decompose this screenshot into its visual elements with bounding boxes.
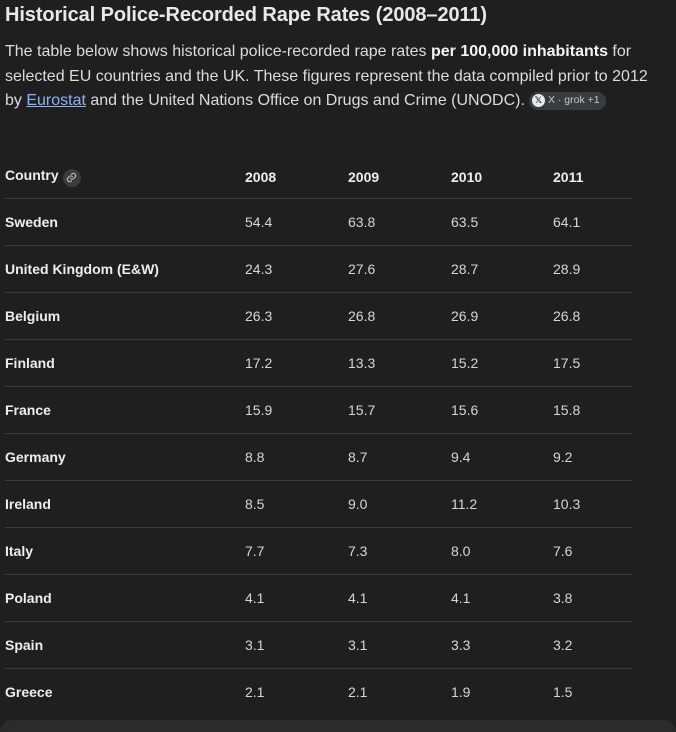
value-cell-2010: 3.3: [451, 621, 553, 669]
table-row: Germany 8.8 8.7 9.4 9.2: [5, 433, 632, 481]
table-row: Italy 7.7 7.3 8.0 7.6: [5, 527, 632, 575]
value-cell-2009: 4.1: [348, 574, 451, 622]
value-cell-2010: 15.2: [451, 339, 553, 387]
value-cell-2010: 9.4: [451, 433, 553, 481]
value-cell-2009: 9.0: [348, 480, 451, 528]
table-row: Greece 2.1 2.1 1.9 1.5: [5, 669, 632, 716]
header-country-label: Country: [5, 167, 59, 184]
x-logo-icon: 𝕏: [531, 94, 545, 107]
value-cell-2009: 63.8: [348, 198, 451, 246]
value-cell-2009: 3.1: [348, 621, 451, 669]
country-cell: Poland: [5, 574, 245, 622]
country-cell: United Kingdom (E&W): [5, 245, 245, 293]
value-cell-2011: 3.8: [553, 574, 632, 622]
value-cell-2009: 26.8: [348, 292, 451, 340]
intro-text-2: for selected EU countries and the UK. Th…: [5, 43, 648, 109]
value-cell-2011: 7.6: [553, 527, 632, 575]
value-cell-2008: 4.1: [245, 574, 348, 622]
table-row: Poland 4.1 4.1 4.1 3.8: [5, 574, 632, 622]
intro-text-3: and the United Nations Office on Drugs a…: [85, 92, 525, 109]
table-header-row: Country 2008 2009 2010 2011: [5, 156, 632, 199]
table-row: Belgium 26.3 26.8 26.9 26.8: [5, 292, 632, 340]
value-cell-2011: 26.8: [553, 292, 632, 340]
value-cell-2010: 11.2: [451, 480, 553, 528]
value-cell-2010: 4.1: [451, 574, 553, 622]
eurostat-link[interactable]: Eurostat: [26, 92, 86, 109]
intro-text-1: The table below shows historical police-…: [5, 43, 431, 60]
value-cell-2008: 15.9: [245, 386, 348, 434]
value-cell-2010: 15.6: [451, 386, 553, 434]
table-row: United Kingdom (E&W) 24.3 27.6 28.7 28.9: [5, 245, 632, 293]
value-cell-2008: 26.3: [245, 292, 348, 340]
value-cell-2011: 15.8: [553, 386, 632, 434]
value-cell-2011: 3.2: [553, 621, 632, 669]
value-cell-2011: 10.3: [553, 480, 632, 528]
data-table: Country 2008 2009 2010 2011 Sweden 54.4 63…: [5, 156, 632, 715]
value-cell-2009: 27.6: [348, 245, 451, 293]
country-cell: France: [5, 386, 245, 434]
country-cell: Sweden: [5, 198, 245, 246]
value-cell-2008: 8.8: [245, 433, 348, 481]
value-cell-2008: 2.1: [245, 684, 265, 700]
value-cell-2009: 2.1: [348, 684, 368, 700]
value-cell-2008: 24.3: [245, 245, 348, 293]
page-title: Historical Police-Recorded Rape Rates (2…: [5, 4, 487, 26]
value-cell-2010: 8.0: [451, 527, 553, 575]
value-cell-2010: 63.5: [451, 198, 553, 246]
header-2011: 2011: [553, 156, 632, 199]
table-row: Sweden 54.4 63.8 63.5 64.1: [5, 198, 632, 246]
value-cell-2011: 64.1: [553, 198, 632, 246]
country-cell: Italy: [5, 527, 245, 575]
value-cell-2011: 17.5: [553, 339, 632, 387]
value-cell-2008: 8.5: [245, 480, 348, 528]
country-cell: Germany: [5, 433, 245, 481]
value-cell-2009: 7.3: [348, 527, 451, 575]
table-row: Finland 17.2 13.3 15.2 17.5: [5, 339, 632, 387]
value-cell-2008: 17.2: [245, 339, 348, 387]
value-cell-2008: 7.7: [245, 527, 348, 575]
value-cell-2011: 28.9: [553, 245, 632, 293]
table-row: France 15.9 15.7 15.6 15.8: [5, 386, 632, 434]
link-icon[interactable]: [62, 168, 81, 187]
value-cell-2009: 13.3: [348, 339, 451, 387]
bottom-panel-edge: [0, 720, 676, 732]
country-cell: Belgium: [5, 292, 245, 340]
country-cell: Finland: [5, 339, 245, 387]
value-cell-2008: 54.4: [245, 198, 348, 246]
country-cell: Spain: [5, 621, 245, 669]
header-country: Country: [5, 156, 245, 199]
value-cell-2010: 1.9: [451, 684, 471, 700]
value-cell-2009: 15.7: [348, 386, 451, 434]
value-cell-2010: 26.9: [451, 292, 553, 340]
value-cell-2011: 9.2: [553, 433, 632, 481]
intro-paragraph: The table below shows historical police-…: [5, 40, 667, 114]
table-row: Ireland 8.5 9.0 11.2 10.3: [5, 480, 632, 528]
value-cell-2010: 28.7: [451, 245, 553, 293]
country-cell: Greece: [5, 684, 53, 700]
header-2008: 2008: [245, 156, 348, 199]
header-2010: 2010: [451, 156, 553, 199]
value-cell-2008: 3.1: [245, 621, 348, 669]
value-cell-2011: 1.5: [553, 684, 573, 700]
country-cell: Ireland: [5, 480, 245, 528]
response-content: Historical Police-Recorded Rape Rates (2…: [5, 0, 665, 114]
value-cell-2009: 8.7: [348, 433, 451, 481]
source-chip-label: X · grok +1: [547, 94, 600, 107]
table-body: Sweden 54.4 63.8 63.5 64.1 United Kingdom (E&…: [5, 198, 632, 716]
table-row: Spain 3.1 3.1 3.3 3.2: [5, 621, 632, 669]
header-2009: 2009: [348, 156, 451, 199]
intro-bold-text: per 100,000 inhabitants: [431, 43, 608, 60]
